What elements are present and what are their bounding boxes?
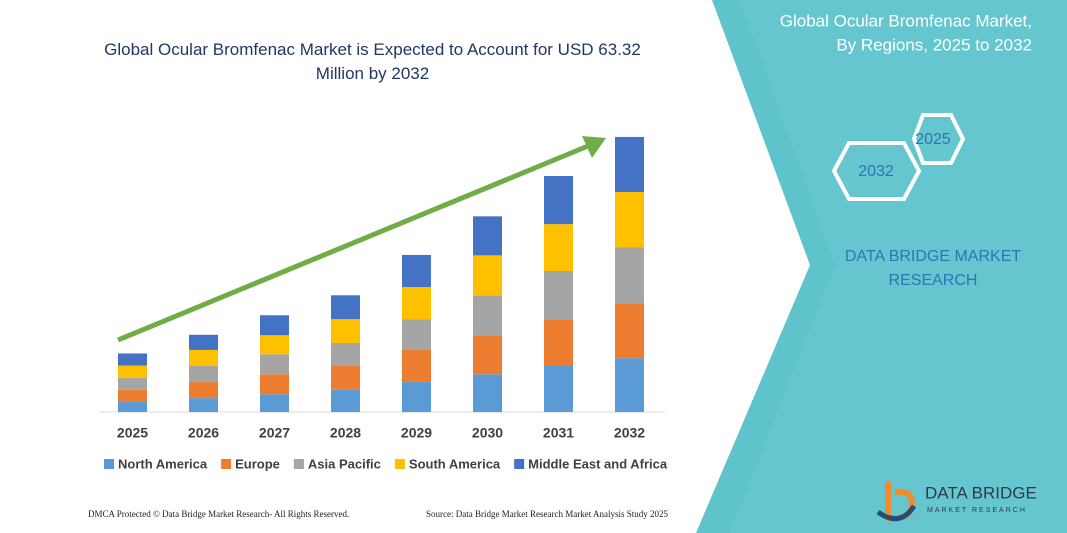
bar-segment [473, 374, 502, 412]
x-tick-label: 2029 [401, 425, 432, 441]
bar-segment [402, 319, 431, 350]
bar-segment [189, 366, 218, 383]
bar-segment [118, 389, 147, 403]
bar-segment [615, 136, 644, 193]
logo-icon [876, 504, 917, 522]
bar-segment [189, 334, 218, 350]
trend-arrow [117, 143, 589, 343]
brand-text: RESEARCH [889, 272, 978, 289]
brand-text: DATA BRIDGE MARKET [845, 248, 1022, 265]
chart-title: Global Ocular Bromfenac Market is Expect… [104, 40, 641, 83]
bar-segment [473, 335, 502, 375]
bar-segment [544, 224, 573, 271]
bar-segment [118, 402, 147, 412]
panel-title: By Regions, 2025 to 2032 [836, 35, 1032, 54]
hexagon [911, 113, 966, 165]
bar-segment [331, 319, 360, 344]
legend-label: South America [409, 456, 501, 471]
panel-title: Global Ocular Bromfenac Market, [780, 11, 1032, 30]
bar-segment [118, 377, 147, 390]
x-tick-label: 2032 [614, 425, 645, 441]
bar-segment [189, 382, 218, 399]
bar-segment [402, 349, 431, 383]
bar-segment [189, 398, 218, 412]
bar-segment [402, 287, 431, 320]
legend-swatch [104, 459, 114, 469]
bar-segment [331, 295, 360, 320]
bar-segment [331, 389, 360, 412]
bar-segment [260, 394, 289, 412]
legend-label: North America [118, 456, 208, 471]
footer-left: DMCA Protected © Data Bridge Market Rese… [88, 509, 349, 519]
bar-segment [615, 303, 644, 359]
side-panel-shade [730, 0, 1067, 533]
bar-segment [615, 192, 644, 248]
x-tick-label: 2031 [543, 425, 574, 441]
bar-segment [473, 255, 502, 296]
legend-swatch [514, 459, 525, 469]
bar-segment [118, 353, 147, 366]
bar-segment [260, 315, 289, 336]
x-tick-label: 2025 [117, 425, 148, 441]
bar-segment [118, 365, 147, 378]
bar-segment [473, 295, 502, 336]
logo-name: DATA BRIDGE [925, 483, 1037, 502]
bar-segment [260, 354, 289, 375]
legend-swatch [394, 459, 405, 469]
bar-segment [402, 254, 431, 288]
legend-label: Middle East and Africa [528, 456, 668, 471]
bar-segment [544, 366, 573, 412]
bar-segment [615, 358, 644, 412]
bar-segment [544, 319, 573, 367]
bar-segment [544, 175, 573, 225]
bar-segment [473, 216, 502, 256]
hex-label: 2025 [915, 131, 951, 148]
bar-segment [331, 366, 360, 390]
bar-segment [260, 335, 289, 355]
x-tick-label: 2026 [188, 425, 219, 441]
legend-swatch [293, 459, 304, 469]
legend-label: Europe [235, 456, 280, 471]
trend-arrowhead [582, 136, 606, 158]
bar-segment [615, 247, 644, 304]
x-tick-label: 2027 [259, 425, 290, 441]
hexagon [831, 141, 922, 201]
legend-label: Asia Pacific [308, 456, 381, 471]
bar-segment [189, 349, 218, 367]
bar-segment [544, 271, 573, 320]
bar-segment [331, 343, 360, 367]
legend-swatch [221, 459, 232, 469]
x-tick-label: 2028 [330, 425, 361, 441]
hex-label: 2032 [858, 163, 894, 180]
bar-segment [402, 382, 431, 412]
bar-segment [260, 374, 289, 395]
footer-right: Source: Data Bridge Market Research Mark… [426, 509, 668, 519]
x-tick-label: 2030 [472, 425, 503, 441]
logo-tagline: MARKET RESEARCH [927, 507, 1027, 514]
